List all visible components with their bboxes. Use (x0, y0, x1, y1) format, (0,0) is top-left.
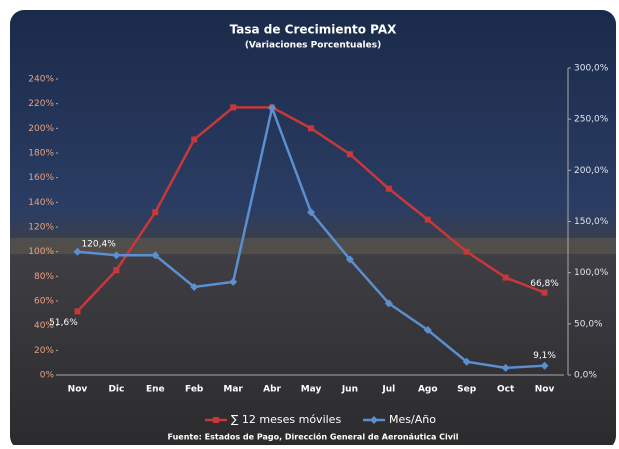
x-tick-label: Sep (457, 385, 477, 395)
data-label: 66,8% (530, 279, 559, 289)
chart-title: Tasa de Crecimiento PAX (230, 23, 398, 37)
marker (74, 308, 80, 314)
source: Fuente: Estados de Pago, Dirección Gener… (168, 432, 459, 442)
marker (152, 209, 158, 215)
y2-tick-label: 150,0% (574, 217, 609, 227)
y2-tick-label: 0,0% (574, 371, 597, 381)
marker (425, 217, 431, 223)
y-tick-label: 180% (28, 149, 54, 159)
y-tick-label: 200% (28, 124, 54, 134)
marker (542, 290, 548, 296)
marker (230, 104, 236, 110)
y2-tick-label: 250,0% (574, 115, 609, 125)
marker (503, 275, 509, 281)
y-tick-label: 240% (28, 75, 54, 85)
marker (386, 186, 392, 192)
marker (347, 151, 353, 157)
data-label: 120,4% (81, 239, 116, 249)
marker (113, 267, 119, 273)
data-label: 51,6% (49, 318, 78, 328)
x-tick-label: Dic (108, 385, 124, 395)
background (10, 10, 616, 445)
chart: Tasa de Crecimiento PAX (Variaciones Por… (0, 0, 619, 445)
y-tick-label: 20% (34, 346, 54, 356)
x-tick-label: Ene (146, 385, 165, 395)
x-tick-label: Feb (185, 385, 204, 395)
legend-label: Mes/Año (389, 413, 436, 426)
y2-tick-label: 300,0% (574, 64, 609, 74)
x-tick-label: Nov (535, 385, 555, 395)
x-tick-label: Abr (263, 385, 281, 395)
x-tick-label: May (301, 385, 322, 395)
y-tick-label: 160% (28, 173, 54, 183)
y-tick-label: 60% (34, 297, 54, 307)
x-tick-label: Nov (68, 385, 88, 395)
x-tick-label: Mar (223, 385, 243, 395)
legend-label: ∑ 12 meses móviles (231, 413, 341, 426)
chart-subtitle: (Variaciones Porcentuales) (245, 41, 381, 51)
x-tick-label: Jun (341, 385, 358, 395)
x-tick-label: Ago (418, 385, 438, 395)
data-label: 9,1% (533, 351, 556, 361)
y-tick-label: 140% (28, 198, 54, 208)
y-tick-label: 100% (28, 247, 54, 257)
y-tick-label: 120% (28, 223, 54, 233)
marker (464, 249, 470, 255)
y2-tick-label: 200,0% (574, 166, 609, 176)
x-tick-label: Jul (381, 385, 395, 395)
marker (191, 136, 197, 142)
page: Tasa de Crecimiento PAX (Variaciones Por… (0, 0, 619, 445)
y2-tick-label: 50,0% (574, 319, 603, 329)
x-tick-label: Oct (497, 385, 515, 395)
marker (308, 125, 314, 131)
legend-marker (213, 417, 219, 423)
y-tick-label: 80% (34, 272, 54, 282)
y-tick-label: 220% (28, 99, 54, 109)
y2-tick-label: 100,0% (574, 268, 609, 278)
y-tick-label: 0% (40, 371, 55, 381)
